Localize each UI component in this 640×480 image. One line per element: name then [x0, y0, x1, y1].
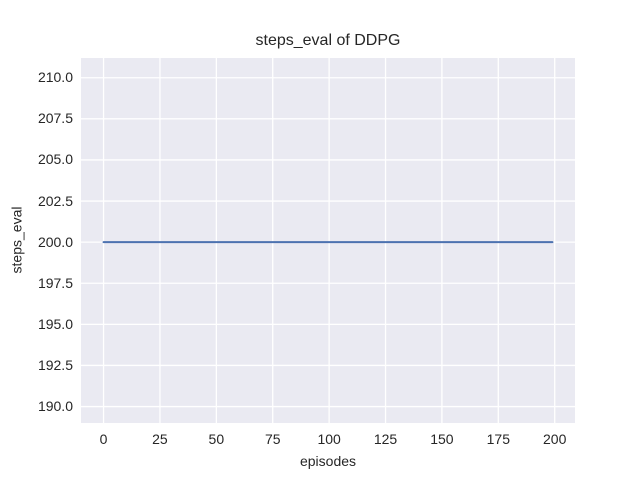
plot-background [81, 58, 575, 423]
y-tick-label: 200.0 [37, 233, 73, 250]
y-tick-label: 205.0 [37, 151, 73, 168]
y-tick-label: 192.5 [37, 356, 73, 373]
x-tick-label: 0 [99, 431, 108, 447]
x-tick-label: 175 [486, 431, 510, 447]
x-tick-label: 75 [264, 431, 281, 447]
x-tick-label: 100 [317, 431, 341, 447]
y-tick-label: 195.0 [37, 315, 73, 332]
chart-title: steps_eval of DDPG [255, 32, 401, 49]
y-tick-label: 197.5 [37, 274, 73, 291]
y-tick-label: 202.5 [37, 192, 73, 209]
x-tick-label: 25 [152, 431, 168, 447]
x-tick-label: 150 [430, 431, 454, 447]
x-axis-label: episodes [299, 453, 357, 469]
y-tick-label: 190.0 [37, 398, 73, 415]
x-tick-label: 125 [373, 431, 398, 447]
y-tick-label: 210.0 [37, 69, 73, 86]
x-tick-label: 200 [543, 431, 567, 447]
y-tick-label: 207.5 [37, 110, 73, 127]
x-tick-label: 50 [208, 431, 225, 447]
y-axis-label: steps_eval [8, 206, 25, 274]
